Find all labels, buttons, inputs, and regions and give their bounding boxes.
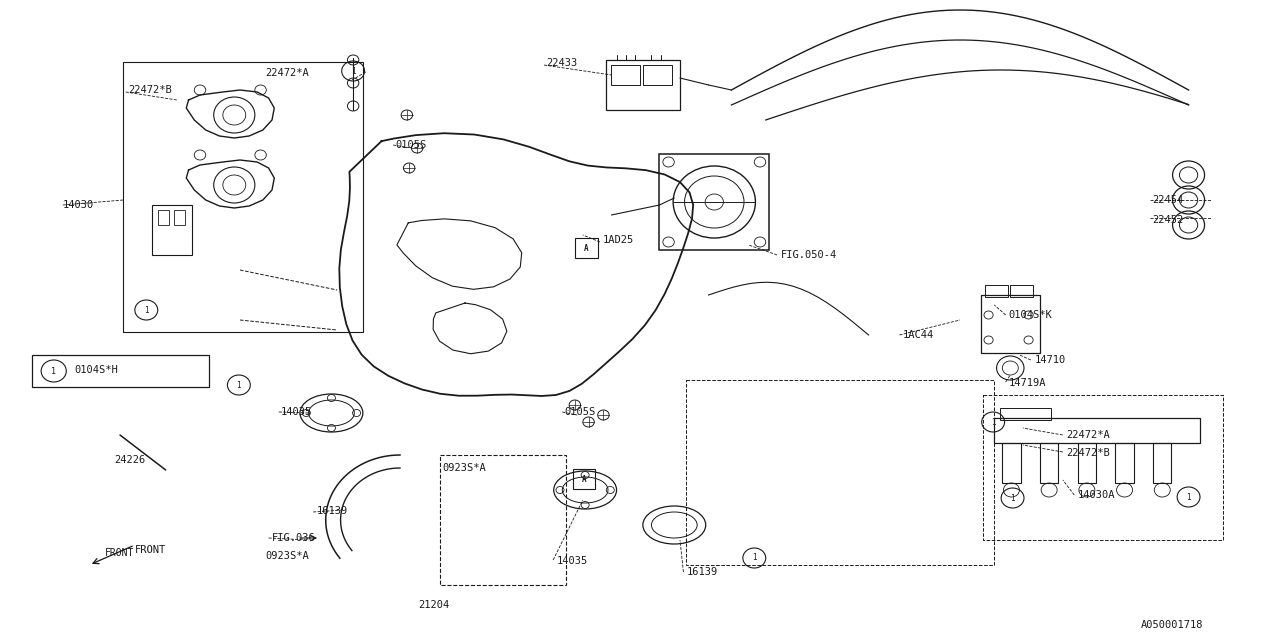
Bar: [1115, 443, 1134, 483]
Bar: [1078, 443, 1096, 483]
Bar: [572, 469, 595, 489]
Bar: [983, 395, 1222, 540]
Text: 1: 1: [751, 554, 756, 563]
Text: FRONT: FRONT: [105, 548, 134, 558]
Bar: [986, 285, 1009, 297]
Bar: [1002, 443, 1020, 483]
Bar: [32, 355, 209, 387]
Bar: [980, 295, 1039, 353]
Bar: [995, 418, 1201, 443]
Text: 16139: 16139: [687, 567, 718, 577]
Text: 1AD25: 1AD25: [603, 235, 634, 245]
Text: 22454: 22454: [1152, 195, 1183, 205]
Text: 14719A: 14719A: [1009, 378, 1047, 388]
Text: FRONT: FRONT: [134, 545, 166, 555]
Bar: [123, 62, 364, 332]
Text: 0923S*A: 0923S*A: [443, 463, 486, 473]
Bar: [1039, 443, 1059, 483]
Bar: [174, 210, 186, 225]
Text: 16139: 16139: [316, 506, 348, 516]
Bar: [157, 210, 169, 225]
Text: 14030: 14030: [63, 200, 95, 210]
Text: FIG.036: FIG.036: [273, 533, 316, 543]
Bar: [1153, 443, 1171, 483]
Bar: [152, 205, 192, 255]
Bar: [686, 380, 995, 565]
Text: 1: 1: [1010, 493, 1015, 502]
Text: A: A: [584, 243, 589, 253]
Text: 22472*A: 22472*A: [1066, 430, 1110, 440]
Text: A050001718: A050001718: [1140, 620, 1203, 630]
Bar: [440, 455, 566, 585]
Text: A: A: [581, 474, 586, 483]
Text: FIG.050-4: FIG.050-4: [781, 250, 837, 260]
Text: 21204: 21204: [419, 600, 449, 610]
Text: 14035: 14035: [557, 556, 588, 566]
Bar: [1010, 285, 1033, 297]
Text: 0105S: 0105S: [396, 140, 426, 150]
Text: 22452: 22452: [1152, 215, 1183, 225]
Text: 1: 1: [1187, 493, 1190, 502]
Bar: [612, 65, 640, 85]
Text: 14710: 14710: [1034, 355, 1065, 365]
Text: 0104S*K: 0104S*K: [1009, 310, 1052, 320]
Text: 1AC44: 1AC44: [902, 330, 934, 340]
Bar: [659, 154, 769, 250]
Text: 1: 1: [143, 305, 148, 314]
Bar: [644, 65, 672, 85]
Text: 1: 1: [351, 67, 356, 76]
Text: 24226: 24226: [114, 455, 146, 465]
Text: 0923S*A: 0923S*A: [265, 551, 308, 561]
Text: 1: 1: [237, 381, 241, 390]
Text: 14035: 14035: [282, 407, 312, 417]
Text: 0104S*H: 0104S*H: [74, 365, 118, 375]
Text: 22472*B: 22472*B: [128, 85, 172, 95]
Bar: [1000, 408, 1051, 420]
Text: 1: 1: [51, 367, 56, 376]
Text: 22472*A: 22472*A: [265, 68, 308, 78]
Text: 0105S: 0105S: [564, 407, 595, 417]
Text: 22472*B: 22472*B: [1066, 448, 1110, 458]
Bar: [605, 60, 680, 110]
Text: 22433: 22433: [547, 58, 577, 68]
Bar: [575, 238, 598, 258]
Text: 1: 1: [991, 417, 996, 426]
Text: 14030A: 14030A: [1078, 490, 1115, 500]
